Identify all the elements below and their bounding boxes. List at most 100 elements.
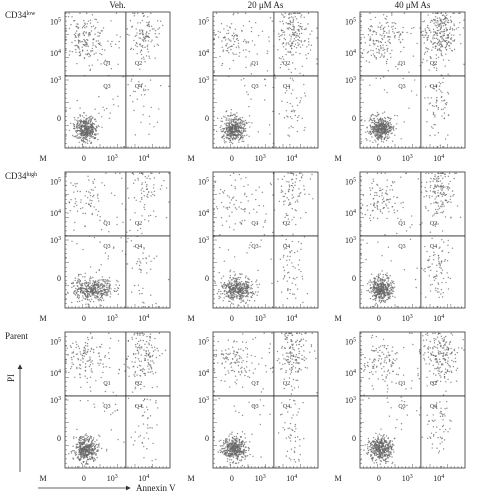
event-dot — [381, 24, 383, 27]
event-dot — [83, 119, 85, 121]
event-dot — [292, 12, 295, 15]
event-dot — [297, 38, 299, 41]
event-dot — [233, 36, 235, 38]
event-dot — [435, 57, 437, 60]
event-dot — [433, 214, 435, 216]
event-dot — [121, 177, 123, 179]
event-dot — [376, 207, 379, 209]
event-dot — [150, 294, 152, 296]
event-dot — [375, 132, 377, 134]
event-dot — [90, 188, 93, 191]
event-dot — [251, 287, 253, 290]
event-dot — [296, 33, 298, 35]
event-dot — [377, 26, 379, 28]
event-dot — [132, 48, 135, 51]
event-dot — [96, 283, 98, 285]
event-dot — [383, 200, 385, 202]
event-dot — [374, 206, 376, 209]
event-dot — [136, 53, 138, 55]
event-dot — [402, 38, 404, 41]
event-dot — [97, 42, 100, 45]
event-dot — [256, 284, 258, 286]
event-dot — [145, 36, 147, 38]
event-dot — [444, 138, 447, 140]
event-dot — [379, 56, 382, 59]
event-dot — [142, 301, 144, 303]
event-dot — [153, 45, 156, 48]
event-dot — [101, 182, 103, 184]
event-dot — [75, 126, 78, 128]
event-dot — [110, 288, 112, 290]
event-dot — [119, 172, 121, 175]
event-dot — [132, 173, 135, 175]
tick-base: 10 — [198, 76, 206, 85]
event-dot — [369, 44, 371, 46]
event-dot — [77, 280, 80, 282]
event-dot — [370, 49, 372, 52]
event-dot — [289, 40, 291, 42]
event-dot — [298, 33, 301, 35]
event-dot — [459, 21, 461, 24]
event-dot — [108, 282, 110, 285]
event-dot — [225, 122, 228, 124]
event-dot — [148, 55, 150, 57]
event-dot — [381, 135, 383, 137]
event-dot — [213, 129, 215, 131]
event-dot — [92, 182, 94, 185]
event-dot — [95, 271, 98, 274]
event-dot — [139, 201, 141, 203]
event-dot — [105, 280, 107, 282]
event-dot — [248, 105, 250, 108]
event-dot — [442, 22, 444, 25]
event-dot — [141, 292, 143, 295]
event-dot — [231, 142, 234, 145]
event-dot — [450, 201, 452, 203]
event-dot — [232, 277, 234, 279]
event-dot — [250, 241, 252, 244]
event-dot — [237, 134, 239, 136]
event-dot — [377, 136, 379, 138]
event-dot — [393, 32, 395, 34]
event-dot — [105, 87, 107, 90]
event-dot — [71, 51, 74, 53]
event-dot — [424, 97, 426, 99]
event-dot — [288, 186, 291, 188]
event-dot — [436, 34, 438, 36]
event-dot — [389, 287, 391, 290]
event-dot — [143, 90, 145, 92]
event-dot — [232, 299, 234, 301]
event-dot — [244, 124, 246, 126]
event-dot — [92, 136, 94, 138]
event-dot — [92, 284, 95, 286]
event-dot — [165, 216, 168, 219]
event-dot — [117, 280, 119, 283]
event-dot — [232, 52, 234, 54]
event-dot — [394, 296, 396, 298]
event-dot — [84, 195, 86, 197]
event-dot — [295, 34, 297, 37]
event-dot — [439, 144, 442, 146]
event-dot — [442, 203, 444, 205]
event-dot — [375, 33, 378, 35]
y-tick-label: 0 — [352, 114, 356, 123]
event-dot — [429, 255, 431, 258]
tick-base: 10 — [198, 49, 206, 58]
event-dot — [272, 194, 274, 196]
event-dot — [75, 136, 77, 138]
event-dot — [241, 289, 244, 292]
event-dot — [141, 32, 143, 34]
event-dot — [102, 27, 105, 29]
event-dot — [371, 187, 374, 189]
event-dot — [136, 32, 138, 34]
event-dot — [460, 43, 462, 45]
event-dot — [271, 231, 274, 234]
quadrant-label: Q4 — [283, 84, 290, 90]
event-dot — [403, 121, 405, 123]
event-dot — [81, 285, 83, 287]
event-dot — [369, 12, 371, 15]
event-dot — [284, 92, 287, 94]
event-dot — [94, 133, 96, 135]
event-dot — [142, 252, 144, 254]
event-dot — [241, 30, 243, 32]
event-dot — [89, 69, 91, 72]
